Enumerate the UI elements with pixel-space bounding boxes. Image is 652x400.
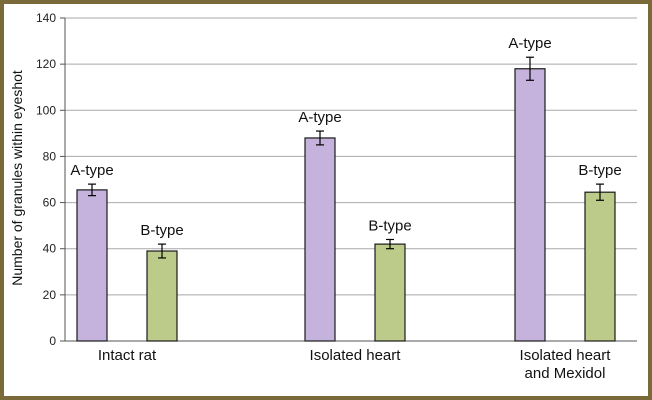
bar-label: A-type <box>298 109 341 126</box>
y-tick-label: 80 <box>43 149 57 163</box>
error-bars <box>88 56 604 259</box>
y-tick-label: 60 <box>43 196 57 210</box>
y-axis-title: Number of granules within eyeshot <box>9 70 25 286</box>
category-label-line: and Mexidol <box>525 365 606 382</box>
y-tick-label: 0 <box>49 334 56 348</box>
y-tick-label: 140 <box>36 11 56 25</box>
bar-label: A-type <box>508 35 551 52</box>
y-tick-labels: 0 20 40 60 80 100 120 140 <box>36 11 56 348</box>
y-tick-label: 20 <box>43 288 57 302</box>
category-label: Intact rat <box>98 347 157 364</box>
bars <box>76 68 616 342</box>
bar-a-type-0 <box>76 189 108 342</box>
bar-a-type-1 <box>304 137 336 342</box>
y-tick-label: 120 <box>36 57 56 71</box>
category-label-line: Intact rat <box>98 347 157 364</box>
category-label: Isolated heart <box>310 347 402 364</box>
category-label: Isolated heart and Mexidol <box>520 347 612 382</box>
bar-b-type-2 <box>584 191 616 342</box>
y-tick-label: 40 <box>43 242 57 256</box>
bar-label: B-type <box>578 162 621 179</box>
category-labels: Intact rat Isolated heart Isolated heart an… <box>98 347 611 382</box>
category-label-line: Isolated heart <box>310 347 402 364</box>
bar-label: B-type <box>140 222 183 239</box>
bar-labels: A-type A-type A-type B-type B-type B-type <box>70 35 621 239</box>
y-tick-label: 100 <box>36 103 56 117</box>
bar-b-type-1 <box>374 243 406 342</box>
bar-a-type-2 <box>514 68 546 342</box>
bar-label: A-type <box>70 162 113 179</box>
bar-label: B-type <box>368 217 411 234</box>
category-label-line: Isolated heart <box>520 347 612 364</box>
bar-b-type-0 <box>146 250 178 342</box>
